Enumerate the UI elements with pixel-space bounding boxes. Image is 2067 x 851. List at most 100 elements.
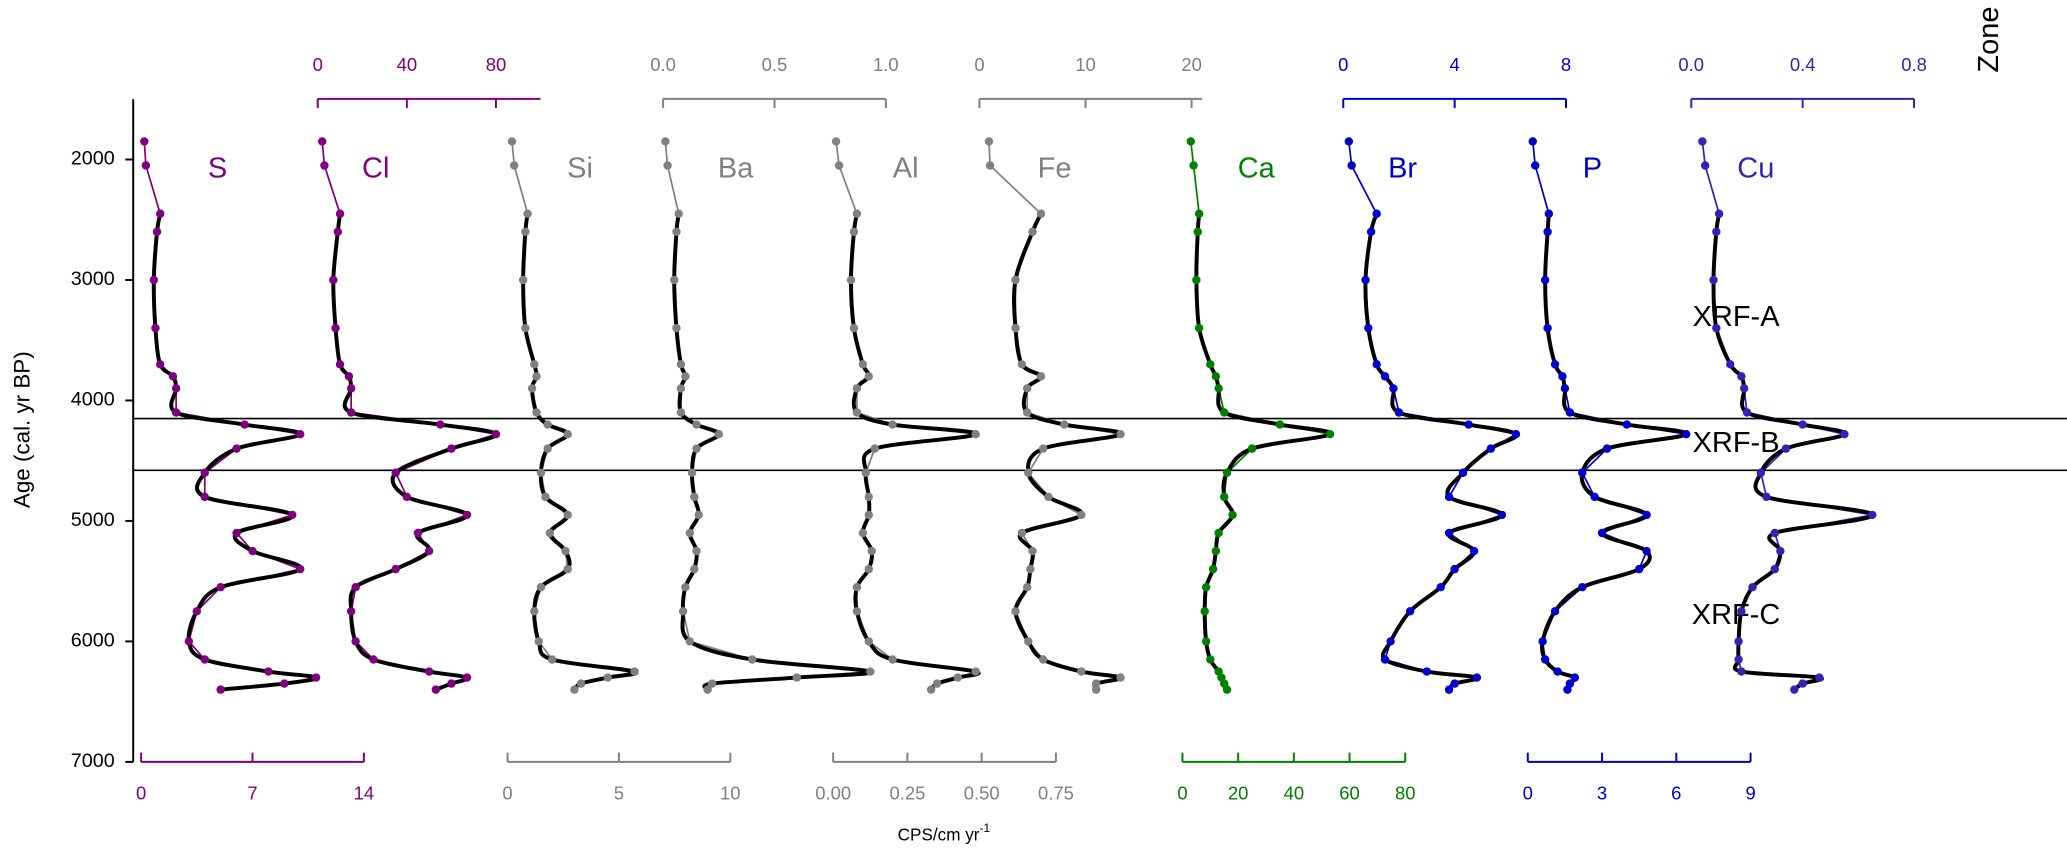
- data-point: [1405, 607, 1415, 616]
- data-point: [1714, 209, 1724, 218]
- data-point: [1024, 637, 1033, 646]
- data-point: [192, 607, 202, 616]
- data-point: [1798, 679, 1807, 688]
- x-tick-label: 0.4: [1790, 54, 1816, 75]
- data-point: [1726, 360, 1735, 369]
- data-point: [563, 429, 572, 439]
- x-tick-label: 9: [1745, 783, 1755, 804]
- y-tick-label: 4000: [71, 389, 115, 411]
- data-point: [1077, 667, 1086, 676]
- x-tick-label: 0: [1338, 54, 1348, 75]
- data-point: [1206, 360, 1215, 369]
- panel-name: S: [208, 153, 227, 185]
- data-point: [532, 408, 541, 417]
- data-point: [747, 655, 757, 664]
- zone-label: XRF-B: [1693, 427, 1780, 459]
- data-point: [661, 137, 670, 146]
- data-point: [971, 429, 980, 439]
- data-point: [1578, 582, 1587, 592]
- data-point: [1642, 546, 1651, 556]
- x-tick-label: 6: [1671, 783, 1681, 804]
- data-point: [861, 468, 871, 477]
- data-point: [518, 275, 528, 285]
- data-point: [676, 408, 686, 417]
- data-point: [932, 679, 942, 688]
- data-point: [846, 275, 856, 285]
- data-point: [1011, 323, 1020, 333]
- data-point: [168, 372, 178, 381]
- panel-name: Br: [1388, 153, 1417, 185]
- data-point: [521, 227, 530, 237]
- trend-line: [672, 213, 873, 692]
- data-point: [1193, 227, 1202, 237]
- data-point: [1077, 510, 1086, 520]
- x-tick-label: 10: [1075, 54, 1096, 75]
- data-point: [296, 564, 305, 574]
- data-point: [1642, 510, 1651, 520]
- x-tick-label: 0: [313, 54, 323, 75]
- data-point: [1022, 384, 1032, 393]
- data-point: [1344, 137, 1354, 146]
- panel-name: Ba: [718, 153, 754, 185]
- data-point: [1364, 323, 1373, 333]
- data-point: [547, 655, 557, 664]
- data-point: [1201, 637, 1211, 646]
- data-point: [867, 546, 876, 556]
- data-point: [1528, 137, 1537, 146]
- data-point: [672, 323, 681, 333]
- data-point: [1622, 420, 1632, 429]
- data-point: [1222, 468, 1232, 477]
- data-point: [534, 637, 543, 646]
- x-axis-label-sup: -1: [980, 821, 991, 835]
- data-point: [333, 227, 343, 237]
- data-point: [852, 408, 862, 417]
- trend-line: [1540, 213, 1689, 691]
- x-tick-label: 0.50: [964, 783, 1000, 804]
- panel-name: Al: [893, 153, 919, 185]
- data-point: [296, 429, 305, 439]
- data-point: [1028, 546, 1037, 556]
- data-point: [1486, 444, 1496, 453]
- data-point: [1531, 161, 1540, 170]
- data-point: [1222, 685, 1232, 694]
- trend-line: [1194, 213, 1333, 691]
- data-point: [563, 564, 572, 574]
- data-point: [1189, 161, 1198, 170]
- data-point: [344, 372, 354, 381]
- data-point: [888, 420, 897, 429]
- data-point: [320, 161, 329, 170]
- data-point: [351, 582, 360, 592]
- data-point: [870, 444, 879, 453]
- data-point: [1798, 420, 1807, 429]
- data-point: [510, 161, 519, 170]
- panel-name: Ca: [1238, 153, 1276, 185]
- data-point: [530, 607, 539, 616]
- x-tick-label: 1.0: [873, 54, 899, 75]
- y-tick-label: 3000: [71, 268, 115, 290]
- data-point: [1450, 679, 1459, 688]
- data-point: [536, 468, 546, 477]
- x-axis-label: CPS/cm yr-1: [898, 821, 991, 844]
- x-tick-label: 20: [1228, 783, 1249, 804]
- data-point: [1469, 546, 1479, 556]
- data-point: [171, 384, 181, 393]
- data-point: [1570, 673, 1580, 682]
- data-point: [1739, 384, 1749, 393]
- data-point: [369, 655, 378, 664]
- data-point: [152, 227, 162, 237]
- data-point: [630, 667, 639, 676]
- data-point: [1634, 564, 1644, 574]
- raw-line: [143, 141, 317, 691]
- data-point: [543, 420, 552, 429]
- data-point: [141, 161, 151, 170]
- data-point: [1444, 492, 1454, 502]
- data-point: [685, 528, 695, 538]
- data-point: [1737, 667, 1746, 676]
- data-point: [1840, 429, 1849, 439]
- data-point: [447, 444, 456, 453]
- y-tick-label: 2000: [71, 148, 115, 170]
- data-point: [1060, 420, 1069, 429]
- data-point: [155, 360, 165, 369]
- data-point: [171, 408, 181, 417]
